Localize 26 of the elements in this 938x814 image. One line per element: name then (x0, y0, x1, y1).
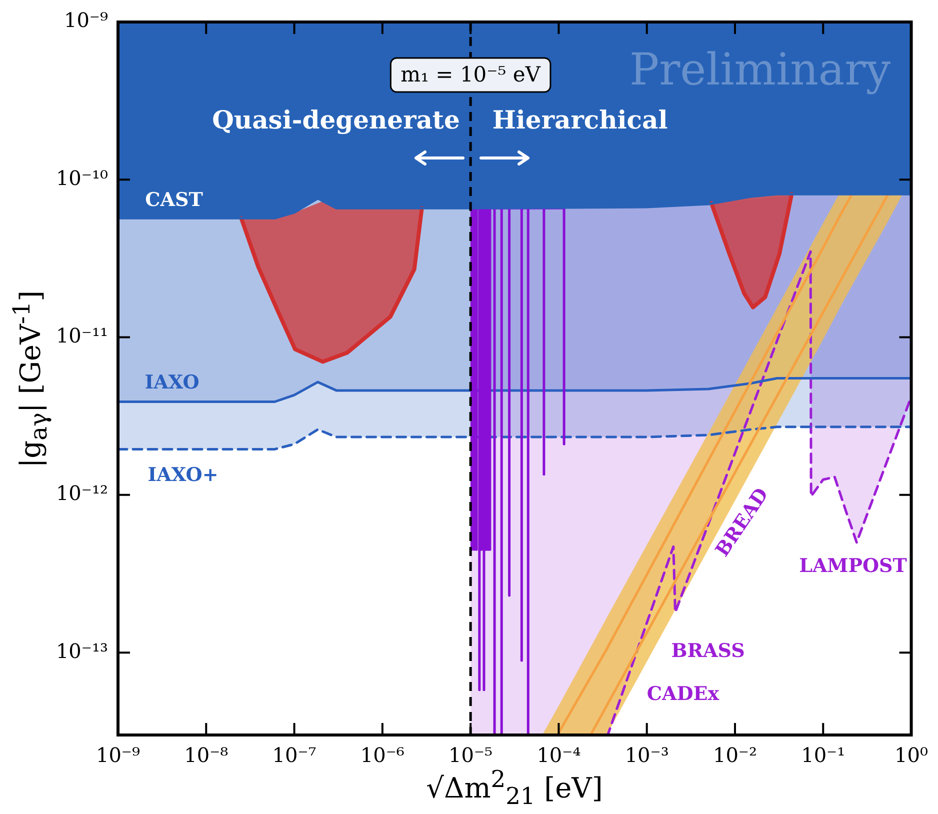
annotation: Quasi-degenerate (212, 106, 460, 134)
annotation: CADEx (646, 682, 720, 705)
y-tick-label: 10⁻¹² (56, 481, 108, 506)
x-tick-label: 10⁻⁷ (272, 743, 316, 768)
y-tick-label: 10⁻¹³ (56, 638, 108, 663)
annotation: Hierarchical (492, 106, 668, 134)
x-tick-label: 10⁻⁸ (184, 743, 228, 768)
series-label: CAST (145, 189, 203, 212)
x-tick-label: 10⁻² (712, 743, 757, 768)
annotation: BRASS (671, 640, 745, 662)
annotation: LAMPOST (799, 554, 907, 577)
ref-line-label: m₁ = 10⁻⁵ eV (400, 62, 542, 86)
x-tick-label: 10⁻³ (624, 743, 669, 768)
y-tick-label: 10⁻¹⁰ (56, 166, 108, 190)
series-label: IAXO (144, 372, 200, 394)
y-tick-label: 10⁻¹¹ (56, 323, 108, 348)
x-tick-label: 10⁻⁶ (360, 743, 404, 768)
x-axis-title: √Δm$^{2}$$_{21}$ [eV] (426, 765, 603, 810)
x-tick-label: 10⁻⁵ (448, 743, 493, 768)
x-tick-label: 10⁰ (894, 743, 928, 768)
series-label: IAXO+ (148, 464, 218, 486)
x-tick-label: 10⁻⁴ (536, 743, 581, 768)
x-tick-label: 10⁻¹ (801, 743, 846, 768)
annotation: Preliminary (629, 44, 891, 96)
x-tick-label: 10⁻⁹ (96, 743, 140, 768)
y-tick-label: 10⁻⁹ (64, 8, 108, 32)
